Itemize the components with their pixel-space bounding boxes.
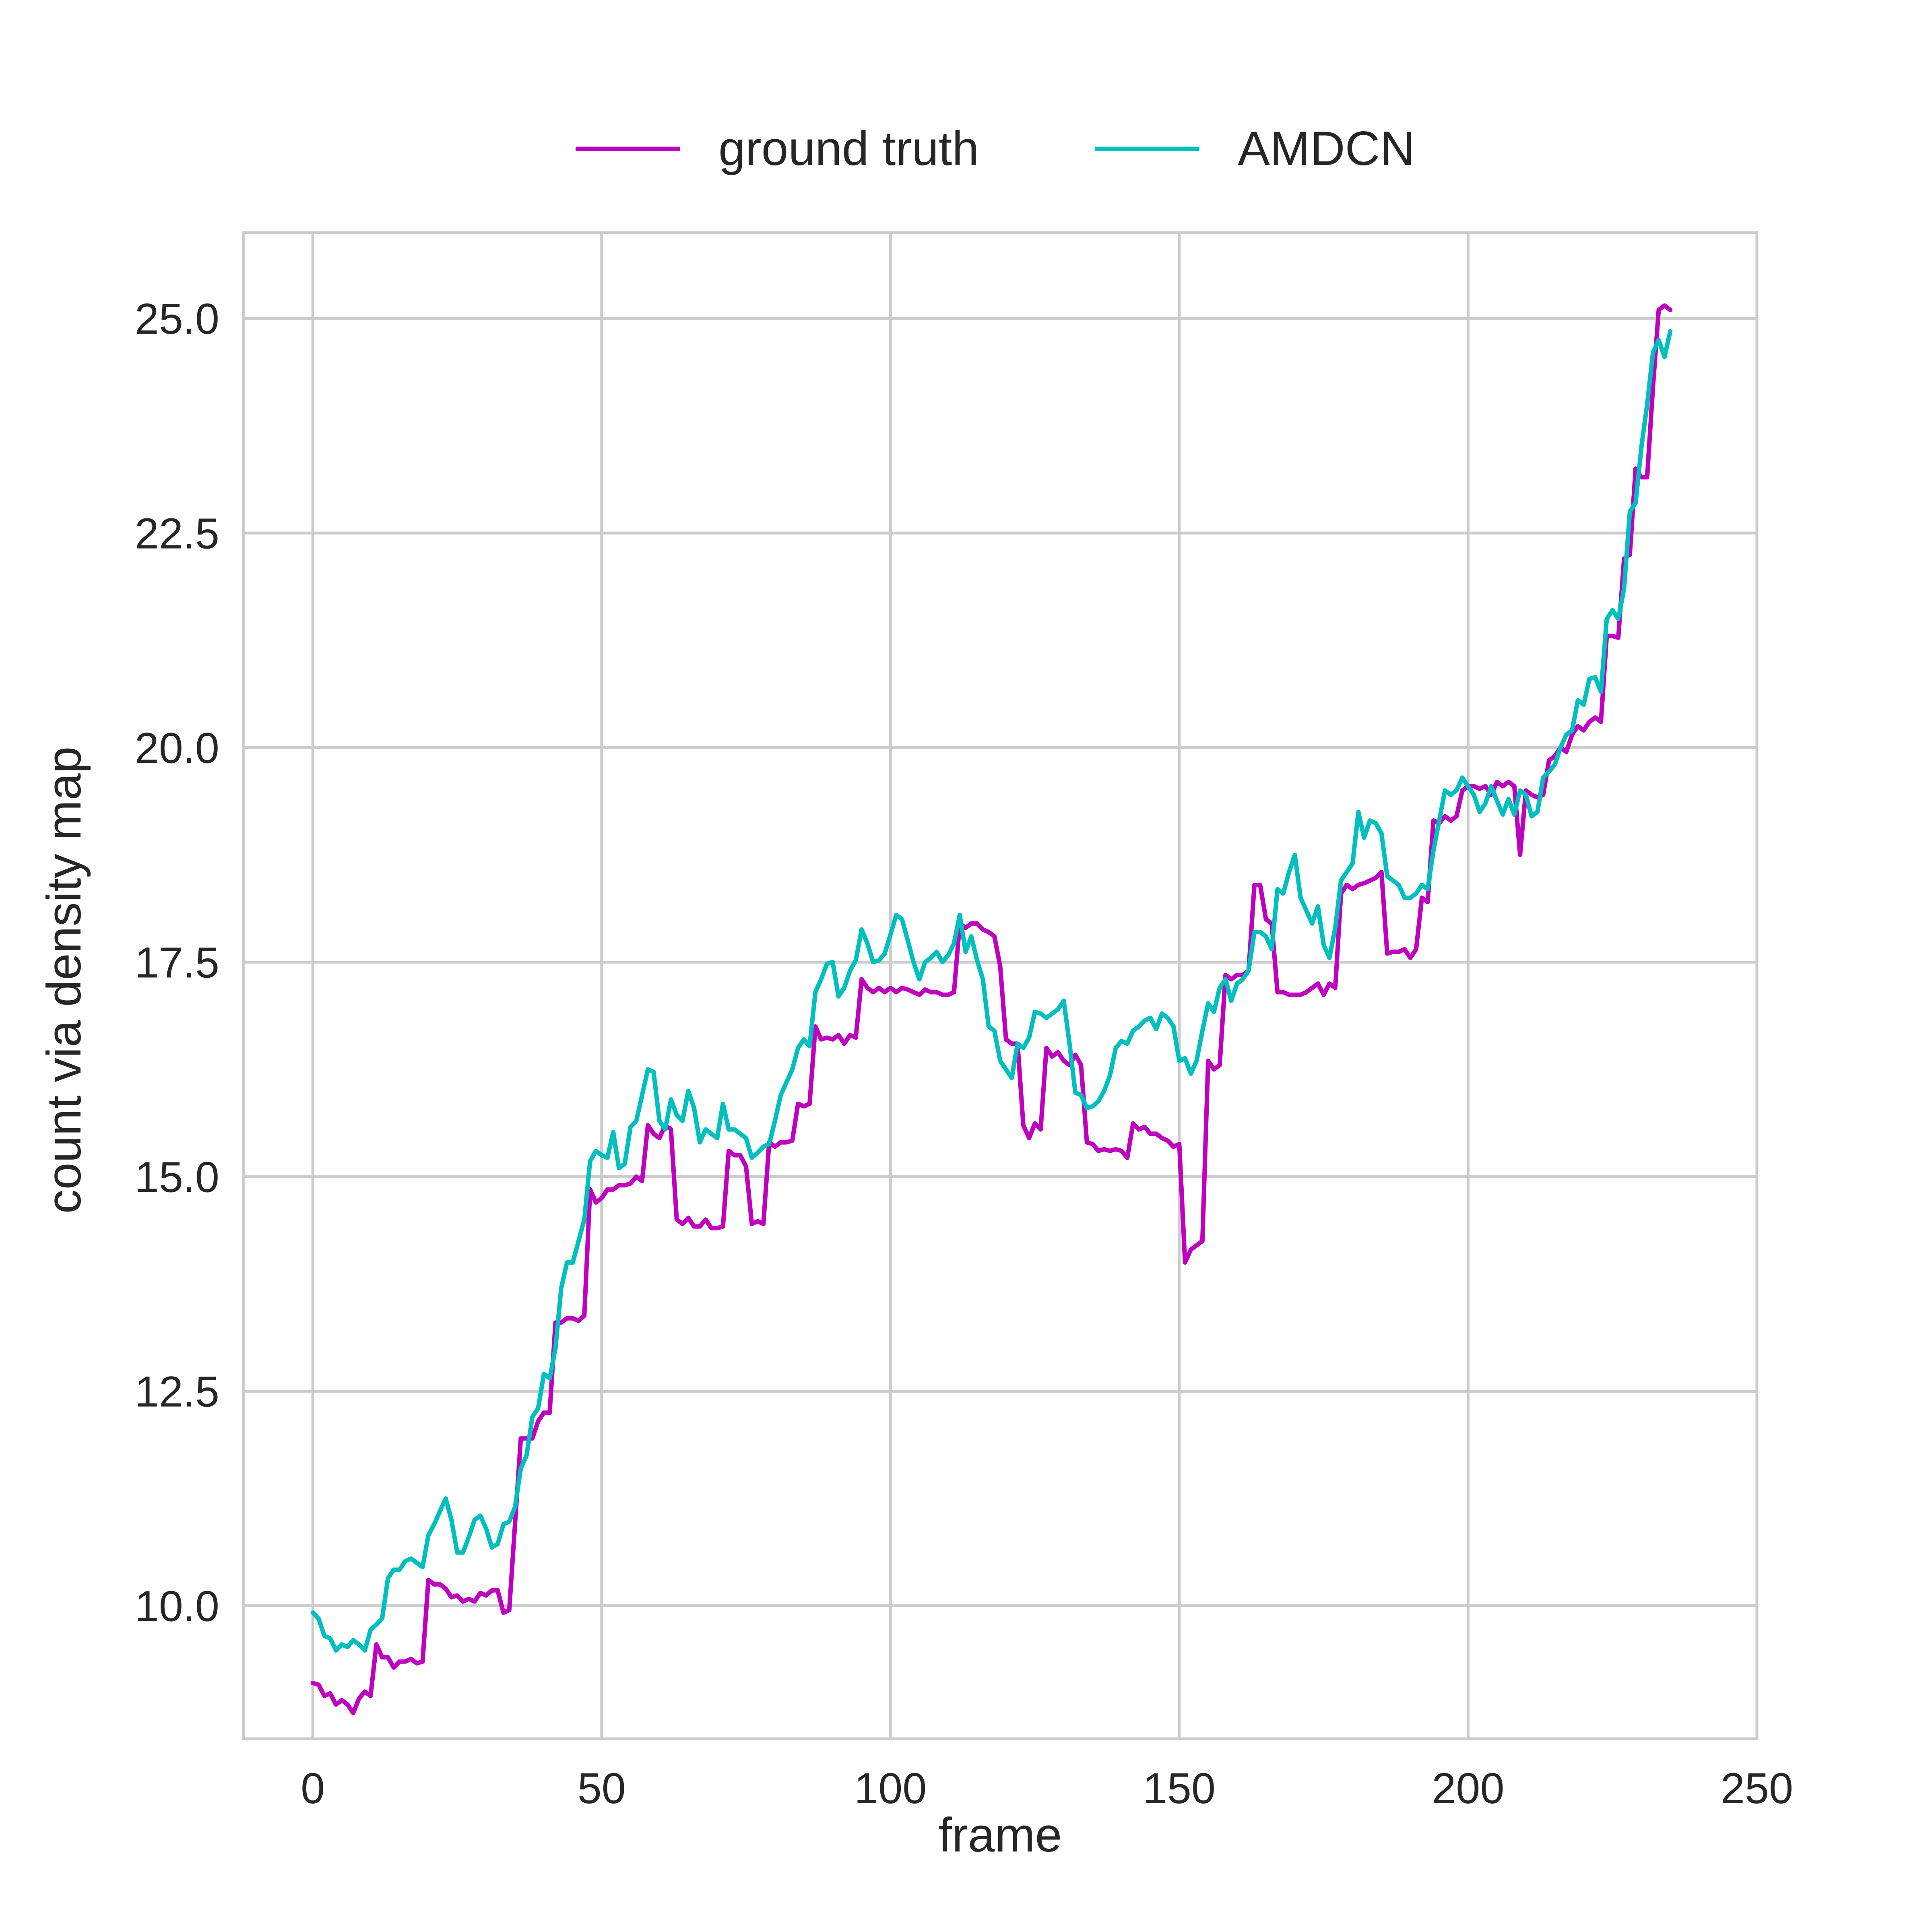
y-tick-label: 17.5 (135, 938, 219, 987)
y-tick-label: 25.0 (135, 294, 219, 343)
y-tick-label: 10.0 (135, 1582, 219, 1631)
legend: ground truth AMDCN (576, 122, 1415, 175)
tick-labels: 0 50 100 150 200 250 10.0 12.5 15.0 17.5 20.0 22.5 2… (135, 294, 1793, 1812)
legend-label-amdcn: AMDCN (1238, 122, 1415, 175)
series-line-ground-truth (310, 303, 1673, 1715)
y-tick-label: 12.5 (135, 1367, 219, 1416)
x-tick-label: 100 (854, 1764, 927, 1812)
x-tick-label: 250 (1721, 1764, 1793, 1812)
series-layer (310, 303, 1673, 1715)
series-line-amdcn (310, 329, 1673, 1653)
x-axis-label: frame (939, 1808, 1062, 1862)
plot-frame (242, 231, 1759, 1740)
y-tick-label: 20.0 (135, 723, 219, 772)
y-tick-label: 22.5 (135, 509, 219, 557)
x-tick-label: 200 (1432, 1764, 1504, 1812)
y-axis-label: count via density map (37, 747, 91, 1214)
x-tick-label: 0 (301, 1764, 325, 1812)
x-tick-label: 50 (578, 1764, 626, 1812)
legend-label-ground-truth: ground truth (718, 122, 979, 175)
y-tick-label: 15.0 (135, 1152, 219, 1201)
x-tick-label: 150 (1143, 1764, 1216, 1812)
